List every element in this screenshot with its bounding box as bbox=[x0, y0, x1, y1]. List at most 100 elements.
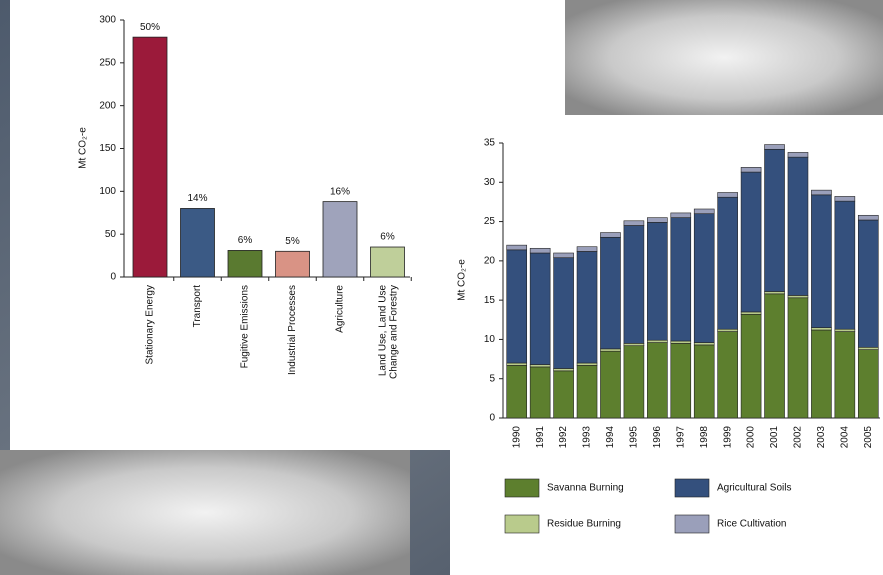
bar-segment bbox=[857, 214, 879, 221]
y-tick-label: 15 bbox=[484, 295, 496, 306]
y-axis-label: Mt CO₂-e bbox=[78, 127, 89, 169]
bar-segment bbox=[764, 291, 785, 295]
bar-segment bbox=[670, 343, 692, 419]
bar-segment bbox=[764, 144, 785, 150]
bar-segment bbox=[740, 167, 762, 173]
bar-segment bbox=[600, 350, 621, 419]
legend-label: Agricultural Soils bbox=[717, 483, 791, 494]
y-tick-label: 150 bbox=[99, 143, 116, 154]
y-tick-label: 30 bbox=[484, 177, 496, 188]
y-tick-label: 50 bbox=[105, 229, 117, 240]
bar-segment bbox=[670, 217, 692, 342]
x-tick-label: Land Use, Land UseChange and Forestry bbox=[377, 285, 399, 379]
bar-segment bbox=[576, 362, 598, 366]
y-tick-label: 200 bbox=[99, 100, 116, 111]
bar-segment bbox=[506, 362, 528, 366]
x-tick-label: Transport bbox=[192, 285, 203, 328]
bar bbox=[275, 250, 310, 278]
y-tick-label: 100 bbox=[99, 186, 116, 197]
bar-segment bbox=[529, 366, 551, 419]
legend-swatch bbox=[504, 478, 540, 498]
x-tick-label: Agriculture bbox=[335, 285, 346, 333]
bar-segment bbox=[647, 342, 668, 419]
y-tick-label: 0 bbox=[489, 413, 495, 424]
bar-segment bbox=[553, 252, 574, 259]
x-tick-label: Industrial Processes bbox=[287, 285, 298, 375]
bar-segment bbox=[764, 293, 785, 419]
bar-segment bbox=[740, 311, 762, 315]
bar bbox=[370, 246, 405, 278]
y-tick-label: 20 bbox=[484, 255, 496, 266]
legend-label: Savanna Burning bbox=[547, 483, 624, 494]
y-tick-label: 10 bbox=[484, 334, 496, 345]
x-tick-label: 1991 bbox=[535, 426, 546, 449]
legend-swatch bbox=[674, 514, 710, 534]
legend-swatch bbox=[504, 514, 540, 534]
y-tick-label: 250 bbox=[99, 57, 116, 68]
x-tick-label: 1990 bbox=[511, 426, 522, 449]
bar-segment bbox=[717, 192, 738, 198]
bar-segment bbox=[857, 219, 879, 348]
bar bbox=[132, 36, 168, 278]
value-label: 6% bbox=[380, 232, 395, 243]
bar bbox=[180, 208, 215, 278]
bar-segment bbox=[787, 152, 809, 158]
bar-segment bbox=[717, 331, 738, 419]
bar-segment bbox=[506, 244, 528, 251]
bar-segment bbox=[787, 297, 809, 419]
value-label: 5% bbox=[285, 236, 300, 247]
bar-segment bbox=[529, 252, 551, 365]
x-tick-label: 1995 bbox=[629, 426, 640, 449]
y-tick-label: 5 bbox=[489, 373, 495, 384]
bar-segment bbox=[529, 364, 551, 368]
bar-segment bbox=[811, 194, 832, 328]
x-tick-label: Stationary Energy bbox=[145, 285, 156, 365]
y-axis-label: Mt CO₂-e bbox=[457, 259, 468, 301]
x-tick-label: Fugitive Emissions bbox=[240, 285, 251, 368]
x-tick-label: 2004 bbox=[839, 426, 850, 449]
bar-segment bbox=[553, 257, 574, 369]
bar-segment bbox=[717, 328, 738, 332]
value-label: 50% bbox=[140, 22, 160, 33]
y-tick-label: 0 bbox=[110, 272, 116, 283]
y-tick-label: 300 bbox=[99, 15, 116, 26]
bar-segment bbox=[529, 247, 551, 254]
bar-segment bbox=[670, 212, 692, 218]
x-tick-label: 1999 bbox=[722, 426, 733, 449]
x-tick-label: 1998 bbox=[699, 426, 710, 449]
bar-segment bbox=[693, 344, 715, 419]
bar-segment bbox=[693, 213, 715, 343]
bar-segment bbox=[623, 345, 645, 419]
x-tick-label: 1996 bbox=[652, 426, 663, 449]
bar-segment bbox=[600, 232, 621, 238]
bar-segment bbox=[553, 368, 574, 372]
x-tick-label: 1992 bbox=[558, 426, 569, 449]
value-label: 14% bbox=[187, 193, 207, 204]
bar-segment bbox=[576, 251, 598, 364]
y-tick-label: 25 bbox=[484, 216, 496, 227]
legend-label: Rice Cultivation bbox=[717, 519, 786, 530]
bar-segment bbox=[553, 370, 574, 419]
cloud-image bbox=[0, 450, 410, 575]
bar-segment bbox=[647, 339, 668, 343]
bar-segment bbox=[834, 196, 856, 202]
bar-segment bbox=[717, 196, 738, 330]
bar-segment bbox=[740, 171, 762, 313]
bar-segment bbox=[693, 208, 715, 215]
value-label: 6% bbox=[238, 235, 253, 246]
bar-segment bbox=[576, 246, 598, 252]
legend-swatch bbox=[674, 478, 710, 498]
value-label: 16% bbox=[330, 186, 350, 197]
x-tick-label: 1997 bbox=[675, 426, 686, 449]
x-tick-label: 2001 bbox=[769, 426, 780, 449]
bar-segment bbox=[787, 295, 809, 299]
y-tick-label: 35 bbox=[484, 138, 496, 149]
bar-segment bbox=[834, 328, 856, 332]
legend-label: Residue Burning bbox=[547, 519, 621, 530]
bar bbox=[322, 201, 358, 278]
bar-segment bbox=[647, 217, 668, 223]
cloud-image bbox=[565, 0, 883, 115]
x-tick-label: 1994 bbox=[605, 426, 616, 449]
x-tick-label: 2003 bbox=[816, 426, 827, 449]
